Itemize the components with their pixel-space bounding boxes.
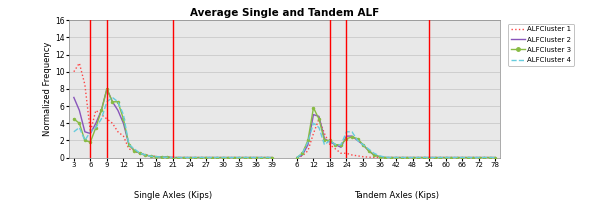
Title: Average Single and Tandem ALF: Average Single and Tandem ALF <box>190 8 379 18</box>
Text: Tandem Axles (Kips): Tandem Axles (Kips) <box>353 191 438 200</box>
Legend: ALFCluster 1, ALFCluster 2, ALFCluster 3, ALFCluster 4: ALFCluster 1, ALFCluster 2, ALFCluster 3… <box>508 24 574 66</box>
Text: Single Axles (Kips): Single Axles (Kips) <box>134 191 212 200</box>
Y-axis label: Normalized Frequency: Normalized Frequency <box>43 42 52 136</box>
